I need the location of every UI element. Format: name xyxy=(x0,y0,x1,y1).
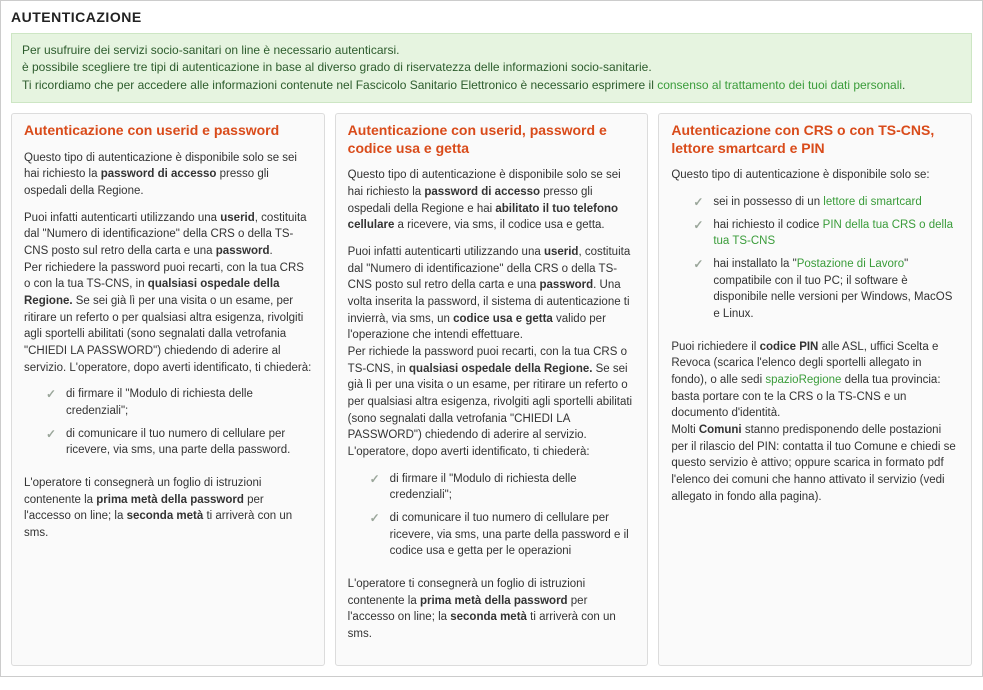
bold-text: password xyxy=(216,245,270,257)
bold-text: password di accesso xyxy=(424,186,540,198)
text: . xyxy=(269,245,272,257)
list-item: sei in possesso di un lettore di smartca… xyxy=(693,194,959,217)
bold-text: Comuni xyxy=(699,424,742,436)
card-paragraph: Questo tipo di autenticazione è disponib… xyxy=(348,167,636,234)
notice-line-3-pre: Ti ricordiamo che per accedere alle info… xyxy=(22,78,657,92)
notice-line-3-post: . xyxy=(902,78,905,92)
notice-line-2: è possibile scegliere tre tipi di autent… xyxy=(22,60,652,74)
text: a ricevere, via sms, il codice usa e get… xyxy=(394,219,604,231)
smartcard-reader-link[interactable]: lettore di smartcard xyxy=(823,196,921,208)
bold-text: password xyxy=(539,279,593,291)
text: Puoi infatti autenticarti utilizzando un… xyxy=(348,246,544,258)
bold-text: prima metà della password xyxy=(96,494,244,506)
card-title: Autenticazione con userid e password xyxy=(24,122,312,140)
card-title: Autenticazione con CRS o con TS-CNS, let… xyxy=(671,122,959,157)
text: Molti xyxy=(671,424,698,436)
auth-card-userid-password-otp: Autenticazione con userid, password e co… xyxy=(335,113,649,665)
card-paragraph: Puoi infatti autenticarti utilizzando un… xyxy=(24,210,312,377)
card-paragraph: Puoi infatti autenticarti utilizzando un… xyxy=(348,244,636,461)
columns-row: Autenticazione con userid e password Que… xyxy=(11,113,972,665)
bold-text: userid xyxy=(220,212,255,224)
check-list: di firmare il "Modulo di richiesta delle… xyxy=(348,471,636,566)
text: hai installato la " xyxy=(713,258,796,270)
text: Se sei già lì per una visita o un esame,… xyxy=(348,363,632,458)
page-container: AUTENTICAZIONE Per usufruire dei servizi… xyxy=(0,0,983,677)
bold-text: prima metà della password xyxy=(420,595,568,607)
card-paragraph: L'operatore ti consegnerà un foglio di i… xyxy=(24,475,312,542)
text: hai richiesto il codice xyxy=(713,219,822,231)
card-paragraph: Questo tipo di autenticazione è disponib… xyxy=(24,150,312,200)
bold-text: password di accesso xyxy=(101,168,217,180)
check-list: sei in possesso di un lettore di smartca… xyxy=(671,194,959,329)
list-item: di firmare il "Modulo di richiesta delle… xyxy=(370,471,636,510)
notice-box: Per usufruire dei servizi socio-sanitari… xyxy=(11,33,972,103)
check-list: di firmare il "Modulo di richiesta delle… xyxy=(24,386,312,465)
auth-card-userid-password: Autenticazione con userid e password Que… xyxy=(11,113,325,665)
list-item: di firmare il "Modulo di richiesta delle… xyxy=(46,386,312,425)
list-item: di comunicare il tuo numero di cellulare… xyxy=(370,510,636,566)
card-paragraph: Puoi richiedere il codice PIN alle ASL, … xyxy=(671,339,959,506)
list-item: hai installato la "Postazione di Lavoro"… xyxy=(693,256,959,329)
workstation-link[interactable]: Postazione di Lavoro xyxy=(797,258,904,270)
text: Puoi infatti autenticarti utilizzando un… xyxy=(24,212,220,224)
auth-card-crs-smartcard: Autenticazione con CRS o con TS-CNS, let… xyxy=(658,113,972,665)
list-item: hai richiesto il codice PIN della tua CR… xyxy=(693,217,959,256)
bold-text: codice PIN xyxy=(760,341,819,353)
page-title: AUTENTICAZIONE xyxy=(11,9,972,25)
bold-text: codice usa e getta xyxy=(453,313,553,325)
spazioregione-link[interactable]: spazioRegione xyxy=(765,374,841,386)
bold-text: userid xyxy=(544,246,579,258)
bold-text: seconda metà xyxy=(127,510,204,522)
card-paragraph: Questo tipo di autenticazione è disponib… xyxy=(671,167,959,184)
card-title: Autenticazione con userid, password e co… xyxy=(348,122,636,157)
card-paragraph: L'operatore ti consegnerà un foglio di i… xyxy=(348,576,636,643)
bold-text: seconda metà xyxy=(450,611,527,623)
bold-text: qualsiasi ospedale della Regione. xyxy=(409,363,592,375)
notice-line-1: Per usufruire dei servizi socio-sanitari… xyxy=(22,43,400,57)
consent-link[interactable]: consenso al trattamento dei tuoi dati pe… xyxy=(657,78,902,92)
text: sei in possesso di un xyxy=(713,196,823,208)
list-item: di comunicare il tuo numero di cellulare… xyxy=(46,426,312,465)
text: Puoi richiedere il xyxy=(671,341,759,353)
